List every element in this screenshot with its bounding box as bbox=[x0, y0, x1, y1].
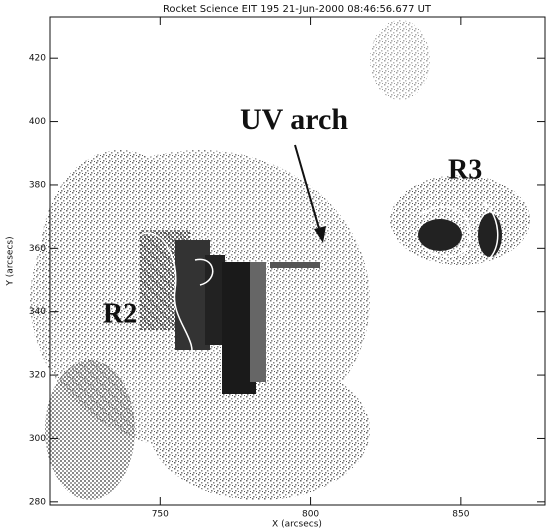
y-axis-label: Y (arcsecs) bbox=[6, 236, 16, 286]
y-tick-label: 320 bbox=[29, 371, 46, 381]
y-tick-label: 420 bbox=[29, 54, 46, 64]
x-tick-label: 850 bbox=[452, 510, 469, 520]
x-tick-label: 750 bbox=[152, 510, 169, 520]
y-tick-label: 280 bbox=[29, 497, 46, 507]
solar-image bbox=[30, 17, 545, 505]
annotation: UV arch bbox=[240, 103, 348, 136]
y-tick-label: 400 bbox=[29, 117, 46, 127]
y-tick-label: 360 bbox=[29, 244, 46, 254]
y-tick-label: 380 bbox=[29, 180, 46, 190]
chart-title: Rocket Science EIT 195 21-Jun-2000 08:46… bbox=[163, 4, 432, 15]
annotation: R2 bbox=[103, 298, 137, 329]
figure: Rocket Science EIT 195 21-Jun-2000 08:46… bbox=[0, 0, 554, 531]
y-tick-label: 340 bbox=[29, 307, 46, 317]
y-tick-label: 300 bbox=[29, 434, 46, 444]
x-tick-label: 800 bbox=[302, 510, 319, 520]
annotation: R3 bbox=[448, 154, 482, 185]
x-axis-label: X (arcsecs) bbox=[272, 520, 322, 530]
